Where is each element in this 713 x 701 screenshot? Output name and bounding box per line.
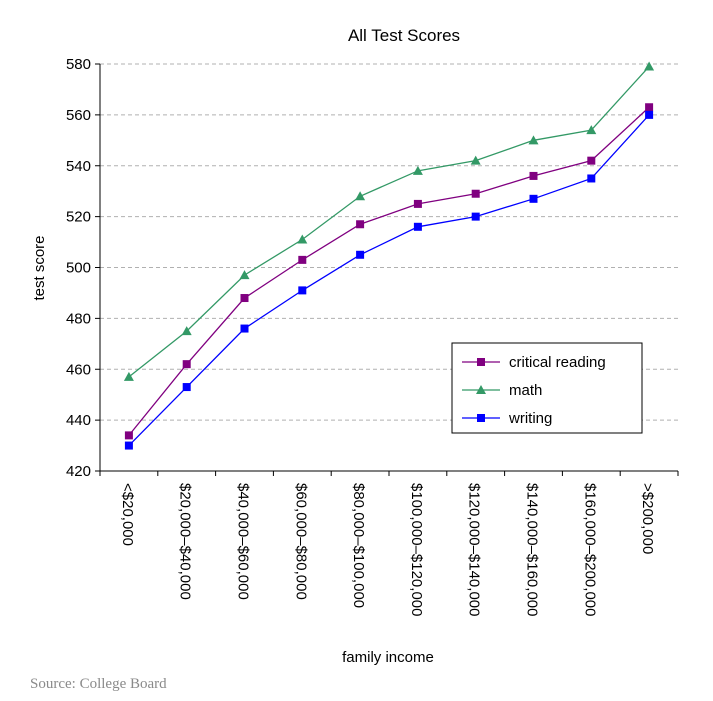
data-point-math [412, 165, 423, 175]
y-tick-label: 580 [66, 56, 91, 73]
legend-label-critical-reading: critical reading [509, 354, 606, 371]
x-tick-label: $100,000–$120,000 [408, 483, 425, 616]
data-point-math [297, 234, 308, 244]
legend-label-writing: writing [508, 410, 552, 427]
series-line-math [128, 66, 650, 378]
x-tick-label: $140,000–$160,000 [524, 483, 541, 616]
x-tick-label: $120,000–$140,000 [466, 483, 483, 616]
legend-marker-writing [477, 414, 485, 422]
data-point-writing [356, 250, 365, 259]
axes [95, 63, 679, 476]
data-point-writing [587, 174, 596, 183]
data-point-writing [645, 110, 654, 119]
data-point-critical-reading [298, 255, 307, 264]
y-tick-label: 440 [66, 412, 91, 429]
x-tick-label: $20,000–$40,000 [177, 483, 194, 600]
data-point-critical-reading [529, 171, 538, 180]
series-line-writing [128, 114, 650, 447]
legend: critical reading math writing [451, 342, 643, 434]
x-tick-label: $160,000–$200,000 [581, 483, 598, 616]
x-tick-label: $40,000–$60,000 [235, 483, 252, 600]
y-tick-label: 480 [66, 310, 91, 327]
y-tick-label: 500 [66, 260, 91, 277]
x-tick-label: $80,000–$100,000 [350, 483, 367, 608]
data-point-critical-reading [356, 220, 365, 229]
source-note: Source: College Board [30, 676, 167, 692]
data-point-math [644, 61, 655, 71]
y-tick-labels: 420 440 460 480 500 520 540 560 580 [66, 56, 91, 480]
data-point-writing [529, 194, 538, 203]
y-tick-label: 520 [66, 209, 91, 226]
x-tick-label: <$20,000 [119, 483, 136, 546]
data-point-writing [240, 324, 249, 333]
data-point-math [528, 135, 539, 145]
x-axis-label: family income [342, 649, 434, 666]
data-point-math [181, 326, 192, 336]
data-point-math [123, 371, 134, 381]
data-point-math [470, 155, 481, 165]
data-point-math [355, 191, 366, 201]
y-tick-label: 560 [66, 107, 91, 124]
x-tick-labels: <$20,000 $20,000–$40,000 $40,000–$60,000 $6… [119, 483, 656, 616]
legend-marker-critical-reading [477, 358, 485, 366]
data-point-critical-reading [124, 431, 133, 440]
legend-label-math: math [509, 382, 542, 399]
legend-marker-math [476, 385, 486, 394]
data-point-writing [471, 212, 480, 221]
data-point-writing [413, 222, 422, 231]
data-point-math [586, 125, 597, 135]
x-tick-label: $60,000–$80,000 [292, 483, 309, 600]
y-tick-label: 460 [66, 361, 91, 378]
data-point-critical-reading [240, 294, 249, 303]
data-point-writing [298, 286, 307, 295]
x-tick-label: >$200,000 [639, 483, 656, 554]
y-tick-label: 420 [66, 463, 91, 480]
series-lines [123, 61, 655, 450]
series-line-critical-reading [128, 106, 650, 436]
y-axis-label: test score [31, 235, 48, 300]
data-point-writing [124, 441, 133, 450]
data-point-critical-reading [413, 199, 422, 208]
y-tick-label: 540 [66, 158, 91, 175]
data-point-critical-reading [587, 156, 596, 165]
data-point-math [239, 270, 250, 280]
chart-title: All Test Scores [348, 26, 460, 45]
data-point-critical-reading [645, 103, 654, 112]
data-point-critical-reading [471, 189, 480, 198]
data-point-writing [182, 383, 191, 392]
gridlines [100, 63, 678, 421]
data-point-critical-reading [182, 360, 191, 369]
